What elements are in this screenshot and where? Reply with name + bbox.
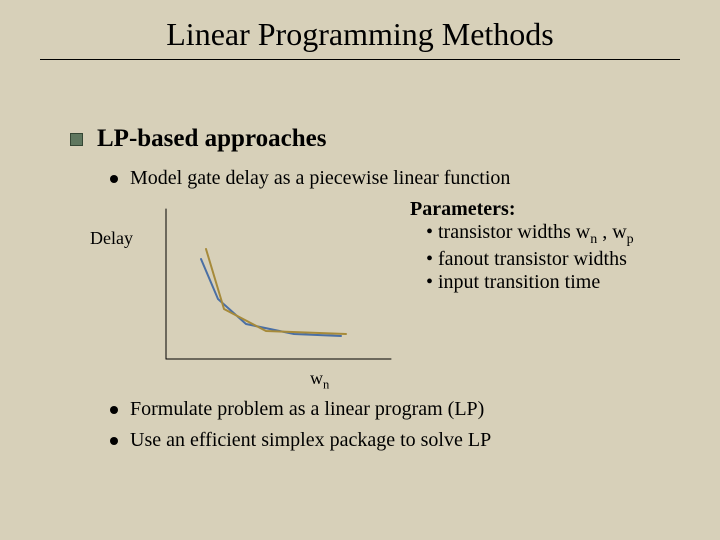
- sub-bullet-bottom-2: Use an efficient simplex package to solv…: [110, 429, 680, 452]
- x-axis-label: wn: [310, 368, 329, 393]
- heading-row: LP-based approaches: [70, 125, 680, 153]
- lower-bullets: Formulate problem as a linear program (L…: [70, 398, 680, 452]
- page-title: Linear Programming Methods: [0, 0, 720, 53]
- sub-bullet-bottom-1-text: Formulate problem as a linear program (L…: [130, 398, 484, 421]
- parameters-box: Parameters: • transistor widths wn , wp …: [410, 198, 634, 294]
- x-axis-label-sub: n: [323, 378, 329, 392]
- x-axis-label-base: w: [310, 368, 323, 388]
- round-bullet-icon: [110, 175, 118, 183]
- sub-bullet-bottom-1: Formulate problem as a linear program (L…: [110, 398, 680, 421]
- figure-region: Delay wn Parameters: • transistor widths…: [90, 198, 680, 398]
- round-bullet-icon: [110, 437, 118, 445]
- round-bullet-icon: [110, 406, 118, 414]
- parameters-header: Parameters:: [410, 198, 634, 221]
- param-item-2: • fanout transistor widths: [426, 248, 634, 271]
- param-item-1: • transistor widths wn , wp: [426, 221, 634, 248]
- delay-chart: [146, 204, 396, 369]
- sub-bullet-bottom-2-text: Use an efficient simplex package to solv…: [130, 429, 491, 452]
- sub-bullet-top: Model gate delay as a piecewise linear f…: [110, 167, 680, 190]
- heading-text: LP-based approaches: [97, 125, 326, 153]
- title-underline: [40, 59, 680, 60]
- square-bullet-icon: [70, 133, 83, 146]
- content-area: LP-based approaches Model gate delay as …: [70, 125, 680, 460]
- y-axis-label: Delay: [90, 228, 133, 249]
- sub-bullet-top-text: Model gate delay as a piecewise linear f…: [130, 167, 510, 190]
- param-item-3: • input transition time: [426, 271, 634, 294]
